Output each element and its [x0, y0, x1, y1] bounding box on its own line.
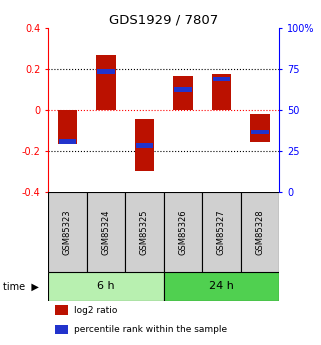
Text: time  ▶: time ▶: [3, 282, 39, 292]
Text: GSM85325: GSM85325: [140, 209, 149, 255]
FancyBboxPatch shape: [241, 192, 279, 272]
Bar: [59, 139, 76, 144]
Bar: [250, 114, 270, 142]
Text: 6 h: 6 h: [97, 282, 115, 292]
Text: 24 h: 24 h: [209, 282, 234, 292]
Text: GSM85324: GSM85324: [101, 209, 110, 255]
Bar: [55, 305, 68, 315]
Bar: [96, 55, 116, 110]
FancyBboxPatch shape: [164, 192, 202, 272]
Bar: [136, 143, 153, 148]
Bar: [212, 74, 231, 110]
FancyBboxPatch shape: [48, 272, 164, 301]
FancyBboxPatch shape: [125, 192, 164, 272]
FancyBboxPatch shape: [48, 192, 279, 272]
Bar: [55, 325, 68, 334]
FancyBboxPatch shape: [87, 192, 125, 272]
Bar: [58, 110, 77, 144]
Bar: [213, 77, 230, 81]
Bar: [174, 87, 192, 92]
Bar: [251, 130, 269, 135]
Bar: [135, 119, 154, 171]
Text: GSM85323: GSM85323: [63, 209, 72, 255]
Text: GSM85327: GSM85327: [217, 209, 226, 255]
Bar: [97, 69, 115, 74]
FancyBboxPatch shape: [164, 272, 279, 301]
Title: GDS1929 / 7807: GDS1929 / 7807: [109, 13, 218, 27]
Text: log2 ratio: log2 ratio: [74, 306, 117, 315]
Text: GSM85326: GSM85326: [178, 209, 187, 255]
FancyBboxPatch shape: [202, 192, 241, 272]
Text: percentile rank within the sample: percentile rank within the sample: [74, 325, 227, 334]
Bar: [173, 76, 193, 110]
Text: GSM85328: GSM85328: [256, 209, 265, 255]
FancyBboxPatch shape: [48, 192, 87, 272]
